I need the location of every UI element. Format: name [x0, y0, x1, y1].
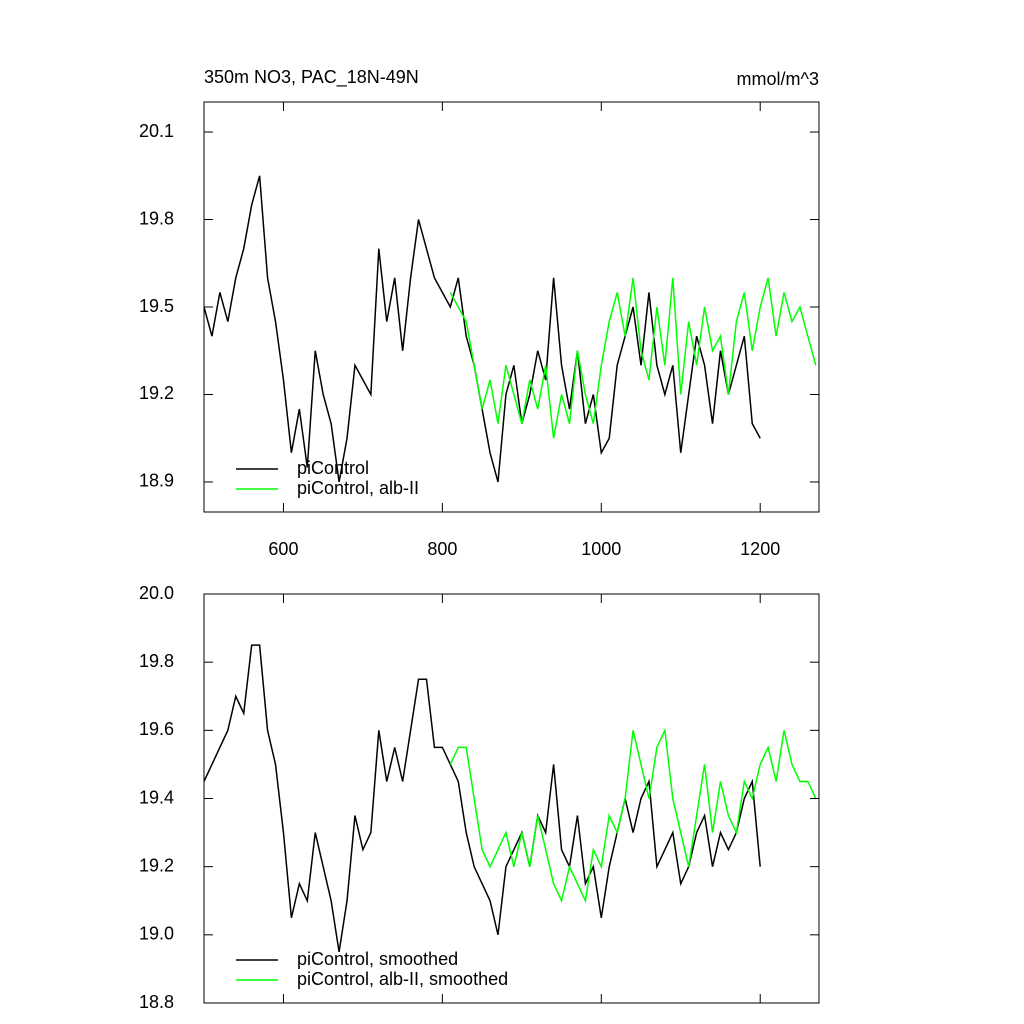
x-tick-label: 1000 — [581, 539, 621, 559]
data-line — [449, 727, 817, 904]
y-tick-label: 19.0 — [139, 924, 174, 944]
plot-frame — [203, 593, 820, 1004]
y-tick-label: 19.8 — [139, 651, 174, 671]
chart-title: 350m NO3, PAC_18N-49N — [204, 67, 419, 88]
legend-label: piControl — [297, 458, 369, 478]
x-tick-label: 600 — [268, 539, 298, 559]
y-tick-label: 19.8 — [139, 208, 174, 228]
y-tick-label: 19.2 — [139, 383, 174, 403]
data-line — [449, 277, 817, 439]
x-tick-label: 1200 — [740, 539, 780, 559]
y-tick-label: 18.9 — [139, 471, 174, 491]
y-tick-label: 20.0 — [139, 583, 174, 603]
y-tick-label: 20.1 — [139, 121, 174, 141]
y-tick-label: 18.8 — [139, 992, 174, 1012]
legend-label: piControl, smoothed — [297, 949, 458, 969]
units-label: mmol/m^3 — [737, 69, 819, 89]
y-tick-label: 19.2 — [139, 855, 174, 875]
data-line — [204, 644, 761, 952]
plot-frame — [203, 101, 820, 513]
x-tick-label: 800 — [427, 539, 457, 559]
y-tick-label: 19.5 — [139, 296, 174, 316]
y-tick-label: 19.4 — [139, 787, 174, 807]
legend-label: piControl, alb-II, smoothed — [297, 969, 508, 989]
y-tick-label: 19.6 — [139, 719, 174, 739]
legend-label: piControl, alb-II — [297, 478, 419, 498]
